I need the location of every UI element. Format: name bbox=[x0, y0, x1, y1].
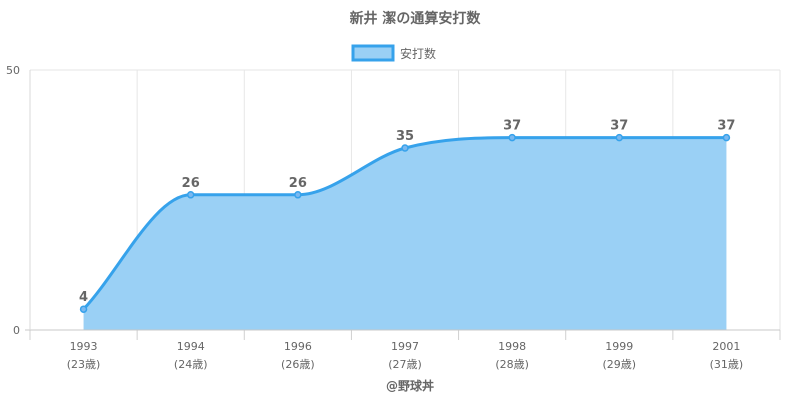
y-tick-label: 0 bbox=[13, 324, 20, 337]
x-tick-sublabel: (28歳) bbox=[495, 358, 529, 371]
x-tick-label: 1998 bbox=[498, 340, 526, 353]
x-tick-sublabel: (24歳) bbox=[174, 358, 208, 371]
legend[interactable]: 安打数 bbox=[351, 44, 436, 62]
data-labels: 4 26 26 35 37 37 37 bbox=[79, 119, 735, 306]
x-tick-label: 1997 bbox=[391, 340, 419, 353]
series-fill bbox=[83, 137, 727, 330]
chart-title: 新井 潔の通算安打数 bbox=[350, 10, 482, 27]
x-tick-label: 1993 bbox=[70, 340, 98, 353]
x-tick-label: 1999 bbox=[605, 340, 633, 353]
data-label: 26 bbox=[182, 176, 200, 191]
data-point bbox=[79, 305, 88, 313]
data-point bbox=[615, 133, 624, 142]
series-area bbox=[82, 136, 727, 330]
data-point bbox=[294, 191, 302, 199]
x-tick-sublabel: (31歳) bbox=[710, 358, 744, 371]
x-tick-label: 1994 bbox=[177, 340, 205, 353]
x-tick-sublabel: (23歳) bbox=[67, 358, 101, 371]
data-points bbox=[79, 133, 731, 313]
data-label: 26 bbox=[289, 176, 307, 191]
x-tick-sublabel: (29歳) bbox=[602, 358, 636, 371]
data-point bbox=[508, 133, 516, 142]
legend-label: 安打数 bbox=[400, 46, 436, 61]
y-tick-label: 50 bbox=[6, 64, 20, 77]
x-tick-label: 1996 bbox=[284, 340, 312, 353]
data-point bbox=[722, 133, 731, 142]
x-tick-sublabel: (27歳) bbox=[388, 358, 422, 371]
legend-swatch bbox=[351, 44, 395, 62]
data-label: 4 bbox=[79, 290, 88, 305]
x-tick-sublabel: (26歳) bbox=[281, 358, 315, 371]
data-point bbox=[186, 191, 195, 199]
x-tick-label: 2001 bbox=[712, 340, 740, 353]
data-label: 37 bbox=[717, 119, 735, 134]
data-label: 37 bbox=[503, 119, 521, 134]
axes: 0 50 1993 (23歳) 1994 (24歳) 1996 (26歳) 1997 (27歳) 1… bbox=[6, 64, 781, 371]
data-label: 37 bbox=[610, 119, 628, 134]
credit: @野球丼 bbox=[386, 378, 434, 393]
data-label: 35 bbox=[396, 129, 414, 144]
data-point bbox=[401, 144, 409, 152]
